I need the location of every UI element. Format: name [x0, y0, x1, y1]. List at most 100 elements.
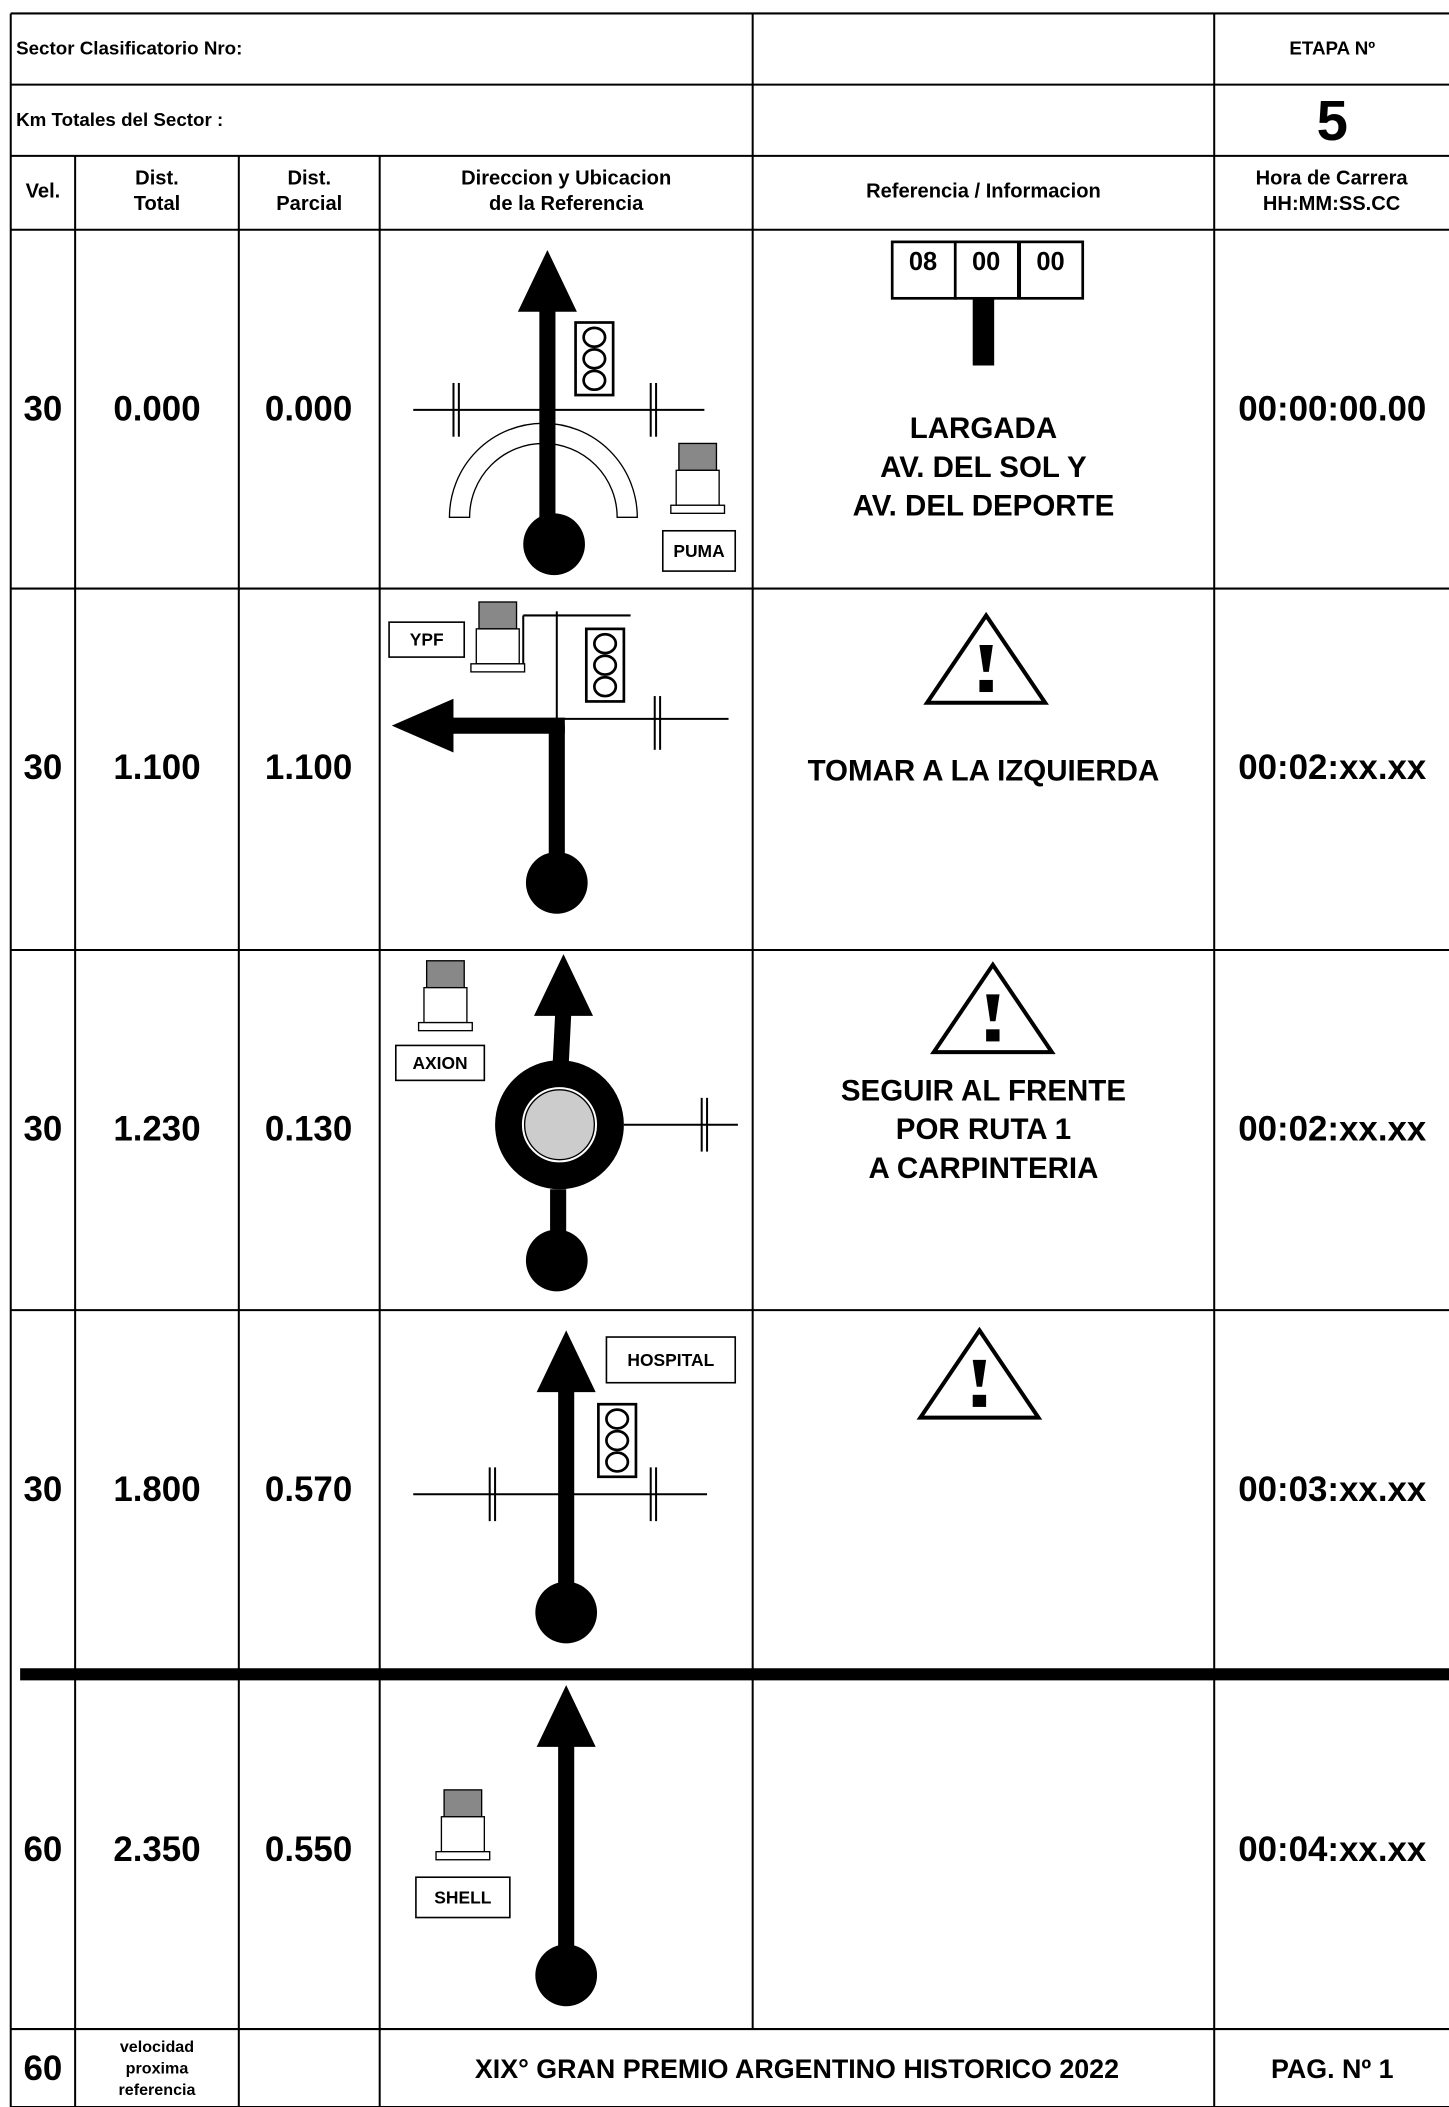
distance-partial: 0.000	[265, 389, 352, 428]
page-number: PAG. Nº 1	[1271, 2054, 1394, 2084]
etapa-number: 5	[1317, 89, 1348, 152]
start-dot	[535, 1581, 598, 1644]
place-label: YPF	[410, 630, 444, 650]
column-header: Direccion y Ubicacion	[461, 168, 671, 190]
pump-top	[678, 442, 718, 471]
start-dot	[525, 851, 588, 914]
race-time: 00:00:00.00	[1238, 389, 1426, 428]
clock-box	[953, 240, 1020, 300]
reference-info: LARGADA	[910, 412, 1057, 445]
pump-top	[478, 601, 518, 630]
velocity: 30	[24, 1470, 63, 1509]
clock-digit: 00	[972, 248, 1000, 276]
arrow-head	[533, 954, 594, 1016]
traffic-light	[584, 627, 626, 703]
distance-partial: 0.550	[265, 1830, 352, 1869]
place-label: SHELL	[434, 1887, 491, 1907]
distance-total: 0.000	[113, 389, 200, 428]
next-velocity: 60	[24, 2049, 63, 2088]
column-header: HH:MM:SS.CC	[1263, 193, 1400, 215]
warning-dot	[986, 1029, 1000, 1042]
arrow-head	[536, 1330, 596, 1393]
clock-digit: 08	[909, 248, 937, 276]
pump-body	[440, 1816, 486, 1853]
pump-body	[423, 986, 468, 1024]
warning-mark	[986, 994, 1000, 1022]
clock-stem	[972, 298, 995, 366]
pump-body	[675, 469, 720, 506]
pump-base	[470, 663, 526, 673]
pump-base	[670, 504, 726, 514]
traffic-light	[597, 1402, 638, 1479]
column-header: Dist.	[135, 168, 179, 190]
traffic-light-lamp	[593, 675, 618, 698]
distance-total: 1.230	[113, 1110, 200, 1149]
reference-info: AV. DEL SOL Y	[880, 451, 1087, 484]
column-header: Hora de Carrera	[1256, 168, 1409, 190]
distance-partial: 0.130	[265, 1110, 352, 1149]
velocity: 30	[24, 748, 63, 787]
place-label: HOSPITAL	[627, 1350, 714, 1370]
place-box	[605, 1336, 737, 1384]
column-header: Referencia / Informacion	[866, 180, 1101, 202]
traffic-light-lamp	[605, 1408, 630, 1430]
start-dot	[525, 1229, 588, 1292]
traffic-light-lamp	[582, 348, 607, 370]
traffic-light-lamp	[582, 369, 607, 392]
column-header: de la Referencia	[489, 193, 644, 215]
race-time: 00:04:xx.xx	[1238, 1830, 1427, 1869]
km-label: Km Totales del Sector :	[16, 109, 223, 130]
next-velocity-note: proxima	[126, 2060, 190, 2078]
warning-dot	[972, 1394, 987, 1407]
race-time: 00:02:xx.xx	[1238, 1110, 1427, 1149]
sector-label: Sector Clasificatorio Nro:	[16, 38, 242, 59]
event-title: XIX° GRAN PREMIO ARGENTINO HISTORICO 202…	[475, 2054, 1119, 2084]
next-velocity-note: velocidad	[120, 2038, 194, 2056]
route-line	[552, 1007, 572, 1062]
traffic-light	[574, 321, 615, 397]
next-velocity-note: referencia	[118, 2081, 196, 2099]
start-dot	[523, 513, 585, 576]
arrow-head	[391, 698, 454, 753]
distance-partial: 1.100	[265, 748, 352, 787]
place-box	[388, 621, 466, 658]
place-box	[661, 529, 737, 572]
warning-mark	[972, 1359, 987, 1387]
velocity: 30	[24, 1110, 63, 1149]
column-header: Total	[134, 193, 181, 215]
column-header: Parcial	[276, 193, 342, 215]
traffic-light-lamp	[593, 654, 618, 676]
start-dot	[535, 1944, 598, 2007]
traffic-light-lamp	[605, 1451, 630, 1473]
distance-total: 1.800	[113, 1470, 200, 1509]
place-label: PUMA	[673, 541, 725, 561]
place-box	[415, 1876, 511, 1919]
arrow-head	[517, 249, 577, 312]
reference-info: POR RUTA 1	[896, 1113, 1071, 1146]
arrow-head	[536, 1685, 596, 1747]
clock-digit: 00	[1036, 248, 1064, 276]
warning-dot	[979, 679, 993, 693]
pump-top	[425, 960, 465, 989]
velocity: 60	[24, 1830, 63, 1869]
velocity: 30	[24, 389, 63, 428]
place-label: AXION	[412, 1053, 467, 1073]
column-header: Vel.	[26, 180, 61, 202]
place-box	[394, 1044, 486, 1082]
roundabout-arch	[448, 422, 638, 519]
traffic-light-lamp	[605, 1429, 630, 1452]
roundabout-island	[523, 1089, 596, 1161]
reference-info: AV. DEL DEPORTE	[853, 490, 1115, 523]
column-header: Dist.	[287, 168, 331, 190]
distance-total: 1.100	[113, 748, 200, 787]
warning-mark	[979, 645, 993, 672]
etapa-label: ETAPA Nº	[1289, 38, 1375, 59]
distance-total: 2.350	[113, 1830, 200, 1869]
roundabout-ring	[495, 1060, 624, 1190]
reference-info: SEGUIR AL FRENTE	[841, 1074, 1126, 1107]
traffic-light-lamp	[593, 632, 618, 655]
race-time: 00:03:xx.xx	[1238, 1470, 1427, 1509]
pump-base	[417, 1021, 473, 1032]
pump-base	[435, 1851, 491, 1861]
